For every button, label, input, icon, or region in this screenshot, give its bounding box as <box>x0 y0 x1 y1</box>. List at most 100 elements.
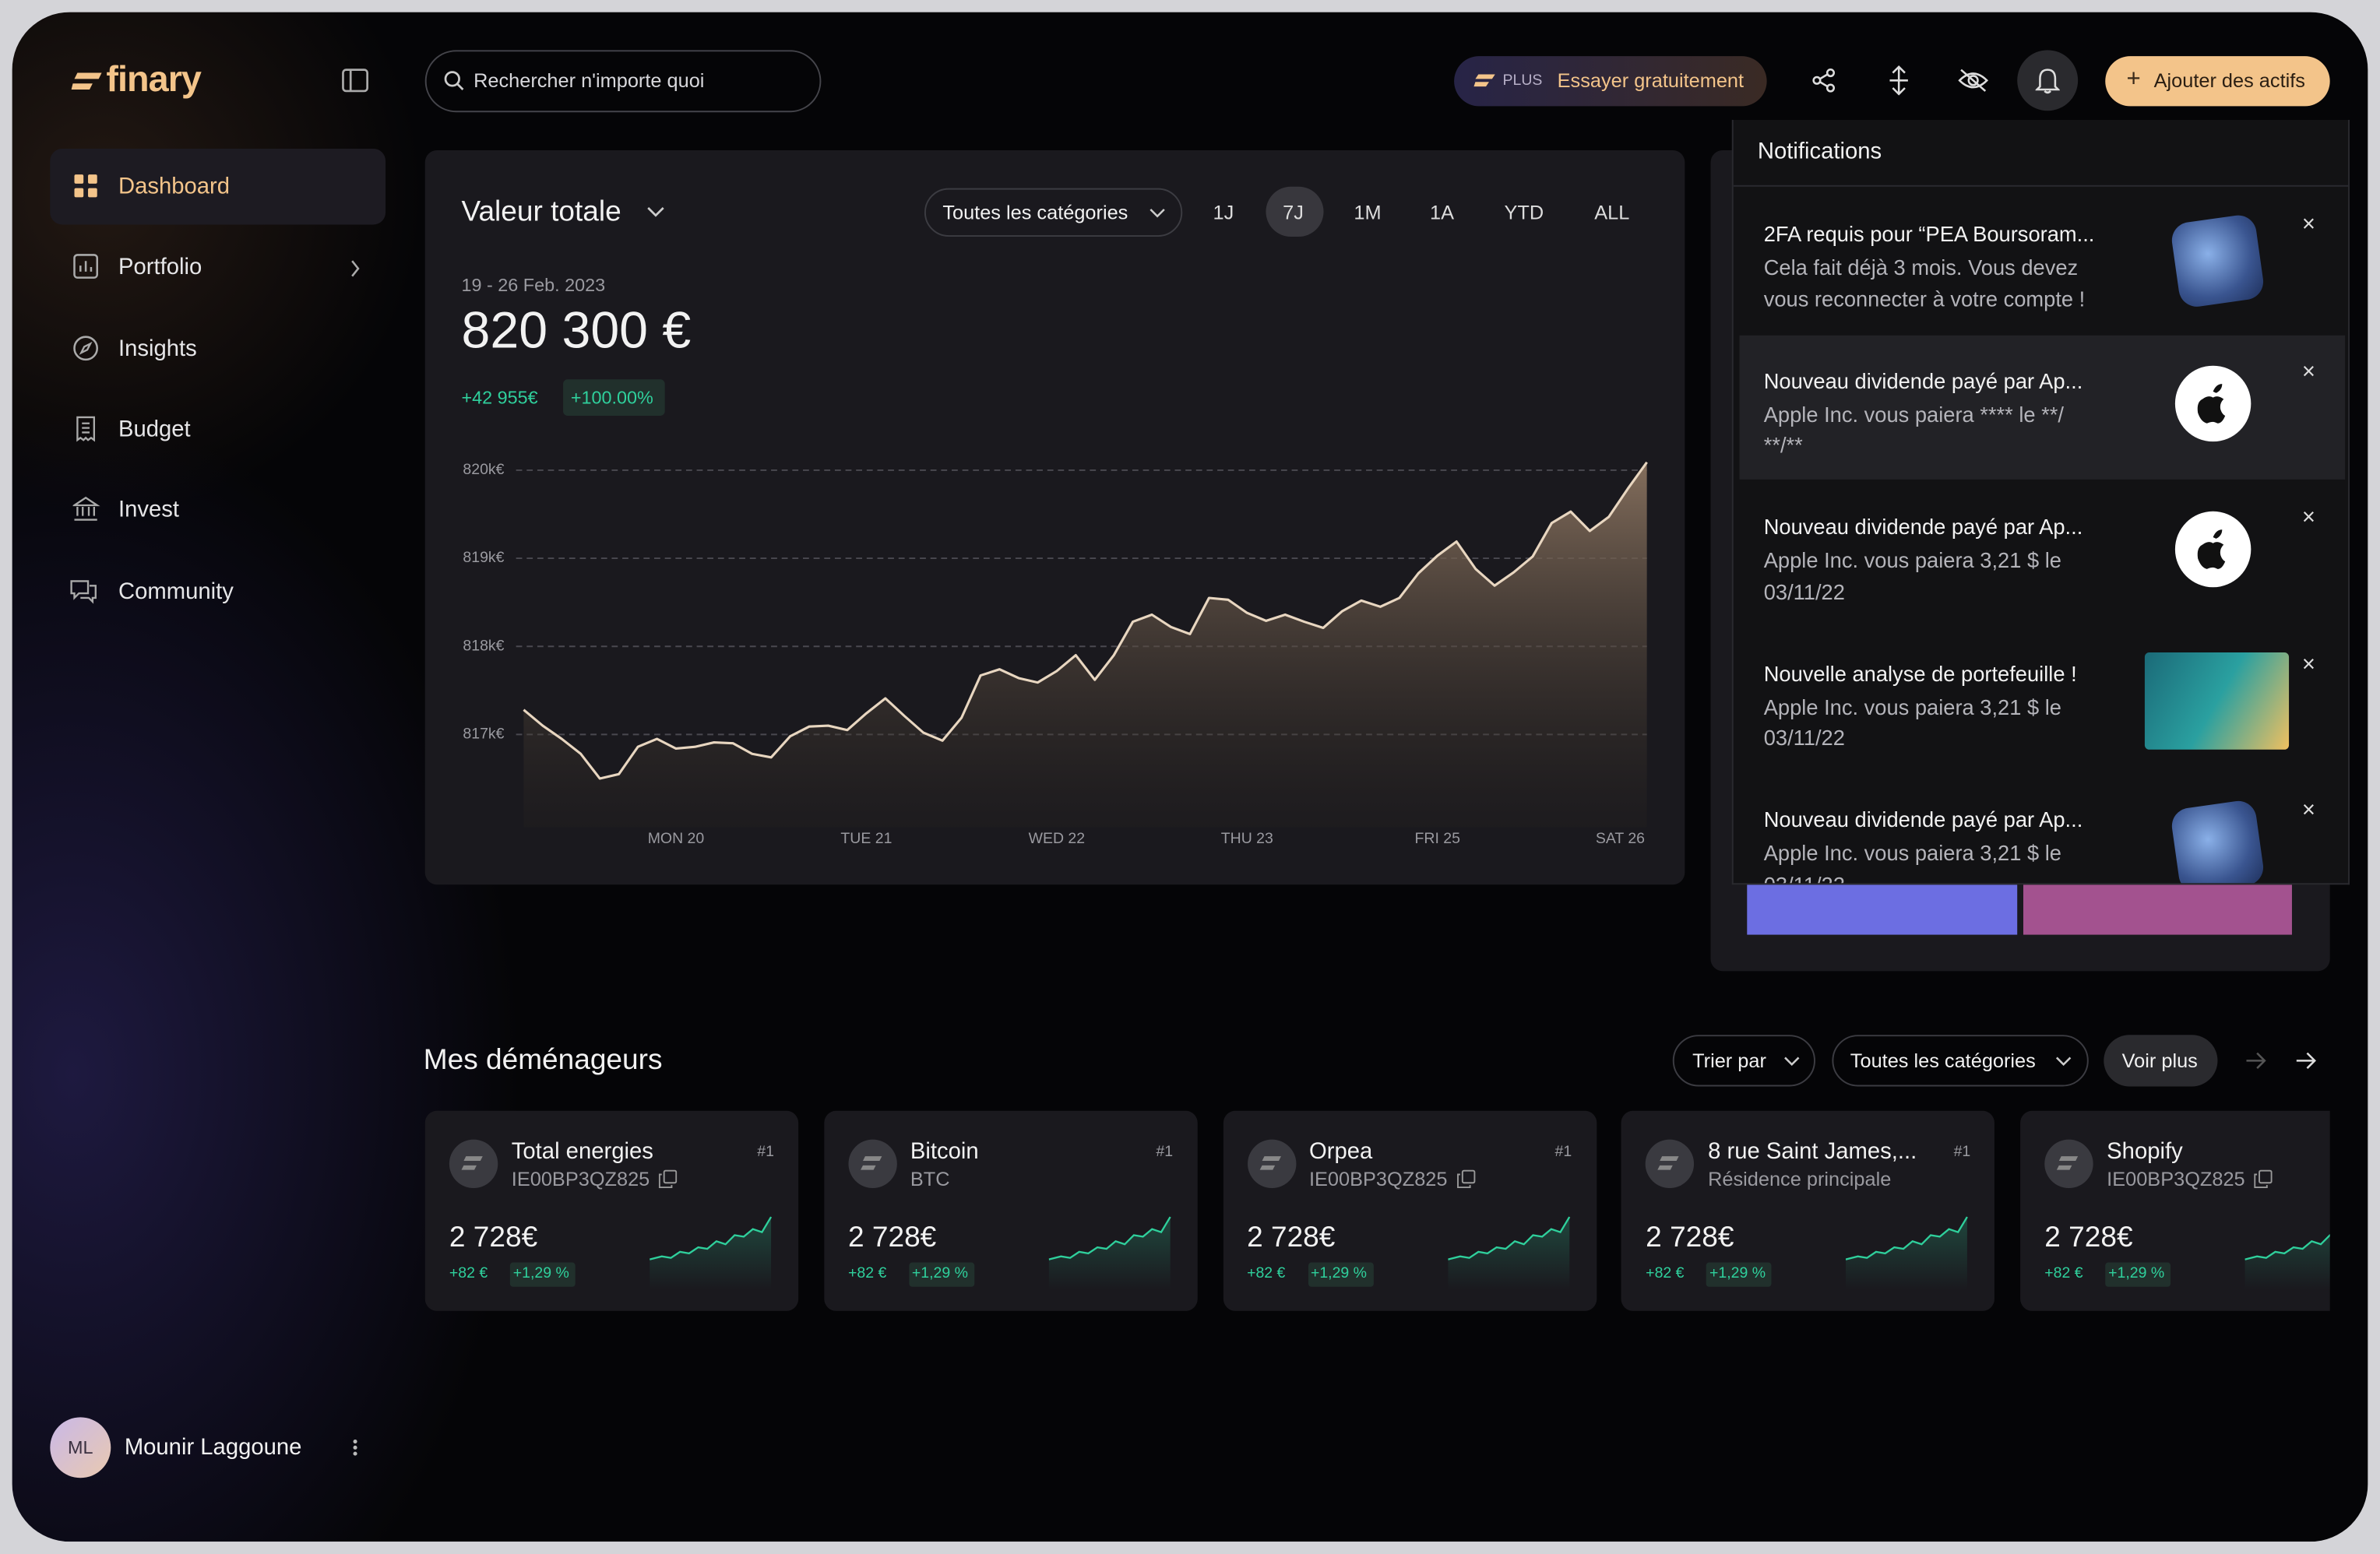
nav-active-bg <box>50 149 386 225</box>
total-value: 820 300 € <box>461 301 692 360</box>
mover-card[interactable]: Bitcoin BTC #1 2 728€ +82 € +1,29 % <box>823 1110 1198 1311</box>
add-assets-button[interactable] <box>2105 56 2330 107</box>
expand-icon[interactable] <box>1885 65 1913 96</box>
asset-pct: +1,29 % <box>911 1265 968 1282</box>
asset-pct: +1,29 % <box>1709 1265 1766 1282</box>
notification-close[interactable]: × <box>2301 357 2315 385</box>
copy-icon[interactable] <box>658 1169 678 1189</box>
notification-body: Apple Inc. vous paiera 3,21 $ le <box>1763 694 2061 719</box>
nav-item[interactable]: Portfolio <box>118 254 202 280</box>
mover-card[interactable]: 8 rue Saint James,... Résidence principal… <box>1621 1110 1995 1311</box>
nav-icon <box>73 336 99 361</box>
notification-image <box>2169 213 2266 309</box>
nav-item[interactable]: Invest <box>118 497 180 523</box>
asset-pct-bg <box>1308 1262 1373 1287</box>
asset-logo <box>1646 1139 1695 1189</box>
notification-close[interactable]: × <box>2301 211 2315 238</box>
notification-title[interactable]: Nouveau dividende payé par Ap... <box>1763 367 2083 392</box>
category-filter[interactable] <box>924 188 1183 237</box>
notification-title[interactable]: Nouveau dividende payé par Ap... <box>1763 807 2083 832</box>
asset-name: Total energies <box>511 1138 653 1165</box>
asset-pct: +1,29 % <box>1310 1265 1368 1282</box>
avatar[interactable] <box>50 1417 111 1478</box>
copy-icon[interactable] <box>1456 1169 1475 1189</box>
notification-body: Apple Inc. vous paiera 3,21 $ le <box>1763 547 2061 572</box>
copy-icon[interactable] <box>2254 1169 2273 1189</box>
movers-cards: Total energies IE00BP3QZ825 #1 2 728€ +82 € +… <box>424 1110 2330 1311</box>
nav-item[interactable]: Budget <box>118 416 191 443</box>
period-button[interactable]: 1J <box>1213 201 1234 224</box>
period-button[interactable]: ALL <box>1594 201 1630 224</box>
asset-logo <box>449 1139 498 1189</box>
chevron <box>1784 1057 1800 1067</box>
change-amount: +42 955€ <box>461 386 538 409</box>
notification-title[interactable]: 2FA requis pour “PEA Boursoram... <box>1763 221 2095 246</box>
asset-pct-bg <box>908 1262 974 1287</box>
notification-title[interactable]: Nouveau dividende payé par Ap... <box>1763 514 2083 539</box>
asset-change: +82 € <box>847 1265 887 1282</box>
asset-logo <box>2044 1139 2093 1189</box>
period-button[interactable]: 1M <box>1354 201 1382 224</box>
notification-body: 03/11/22 <box>1763 578 1845 603</box>
notification-title[interactable]: Nouvelle analyse de portefeuille ! <box>1763 660 2077 685</box>
nav-icon <box>70 580 97 604</box>
see-more-button[interactable] <box>2104 1035 2218 1087</box>
prev-arrow[interactable] <box>2245 1052 2266 1070</box>
sparkline <box>650 1216 773 1290</box>
notification-close[interactable]: × <box>2301 505 2315 531</box>
mover-card[interactable]: Total energies IE00BP3QZ825 #1 2 728€ +82 € +… <box>424 1110 799 1311</box>
sort-label: Trier par <box>1692 1049 1766 1072</box>
sort-button[interactable] <box>1672 1035 1815 1087</box>
trial-button[interactable] <box>1454 56 1767 107</box>
nav-item[interactable]: Dashboard <box>118 174 231 200</box>
asset-value: 2 728€ <box>2044 1222 2133 1254</box>
notification-body: 03/11/22 <box>1763 725 1845 750</box>
summary-title[interactable]: Valeur totale <box>461 196 621 229</box>
nav-item[interactable]: Community <box>118 578 234 605</box>
y-tick-label: 820k€ <box>463 461 504 478</box>
sidebar-toggle[interactable] <box>342 69 369 93</box>
next-arrow[interactable] <box>2295 1052 2316 1070</box>
bell-button[interactable] <box>2017 50 2079 111</box>
period-button[interactable]: 1A <box>1430 201 1455 224</box>
notifications-title: Notifications <box>1757 139 1882 165</box>
nav-expand[interactable] <box>349 259 361 277</box>
asset-name: Bitcoin <box>910 1138 979 1165</box>
y-tick-label: 819k€ <box>463 549 504 566</box>
nav-item[interactable]: Insights <box>118 336 197 362</box>
notification-close[interactable]: × <box>2301 797 2315 824</box>
user-name[interactable]: Mounir Laggoune <box>124 1434 302 1461</box>
asset-name: Shopify <box>2107 1138 2183 1165</box>
notification-body: Apple Inc. vous paiera **** le **/ <box>1763 401 2065 426</box>
period-button[interactable]: YTD <box>1504 201 1544 224</box>
asset-sub: BTC <box>910 1167 950 1190</box>
search-box[interactable] <box>424 50 822 113</box>
notification-image <box>2174 511 2251 588</box>
x-tick-label: MON 20 <box>648 830 705 847</box>
asset-sub: Résidence principale <box>1708 1167 1892 1190</box>
asset-rank: #1 <box>1554 1144 1572 1161</box>
y-tick-label: 818k€ <box>463 637 504 654</box>
hide-icon[interactable] <box>1958 67 1989 94</box>
asset-pct-bg <box>1706 1262 1772 1287</box>
notification-close[interactable]: × <box>2301 651 2315 677</box>
nav-icon <box>74 174 97 198</box>
asset-logo-mark <box>2056 1156 2079 1170</box>
asset-logo <box>1247 1139 1296 1189</box>
share-icon[interactable] <box>1811 68 1838 93</box>
change-pct-bg <box>563 379 665 417</box>
side-bar-b <box>2023 884 2292 935</box>
brand[interactable]: finary <box>106 59 202 100</box>
mover-card[interactable]: Orpea IE00BP3QZ825 #1 2 728€ +82 € +1,29 % <box>1222 1110 1597 1311</box>
asset-logo-mark <box>1657 1156 1680 1170</box>
plus-logo <box>1473 74 1495 87</box>
app-screen: finary Dashboard Portfolio Insights Budget I… <box>12 12 2368 1542</box>
user-menu[interactable] <box>350 1437 360 1458</box>
asset-value: 2 728€ <box>847 1222 937 1254</box>
period-button[interactable]: 7J <box>1283 201 1304 224</box>
trial-label: Essayer gratuitement <box>1557 69 1745 92</box>
asset-sub: IE00BP3QZ825 <box>2107 1167 2245 1190</box>
movers-filter[interactable] <box>1832 1035 2089 1087</box>
chevron <box>2055 1057 2072 1067</box>
